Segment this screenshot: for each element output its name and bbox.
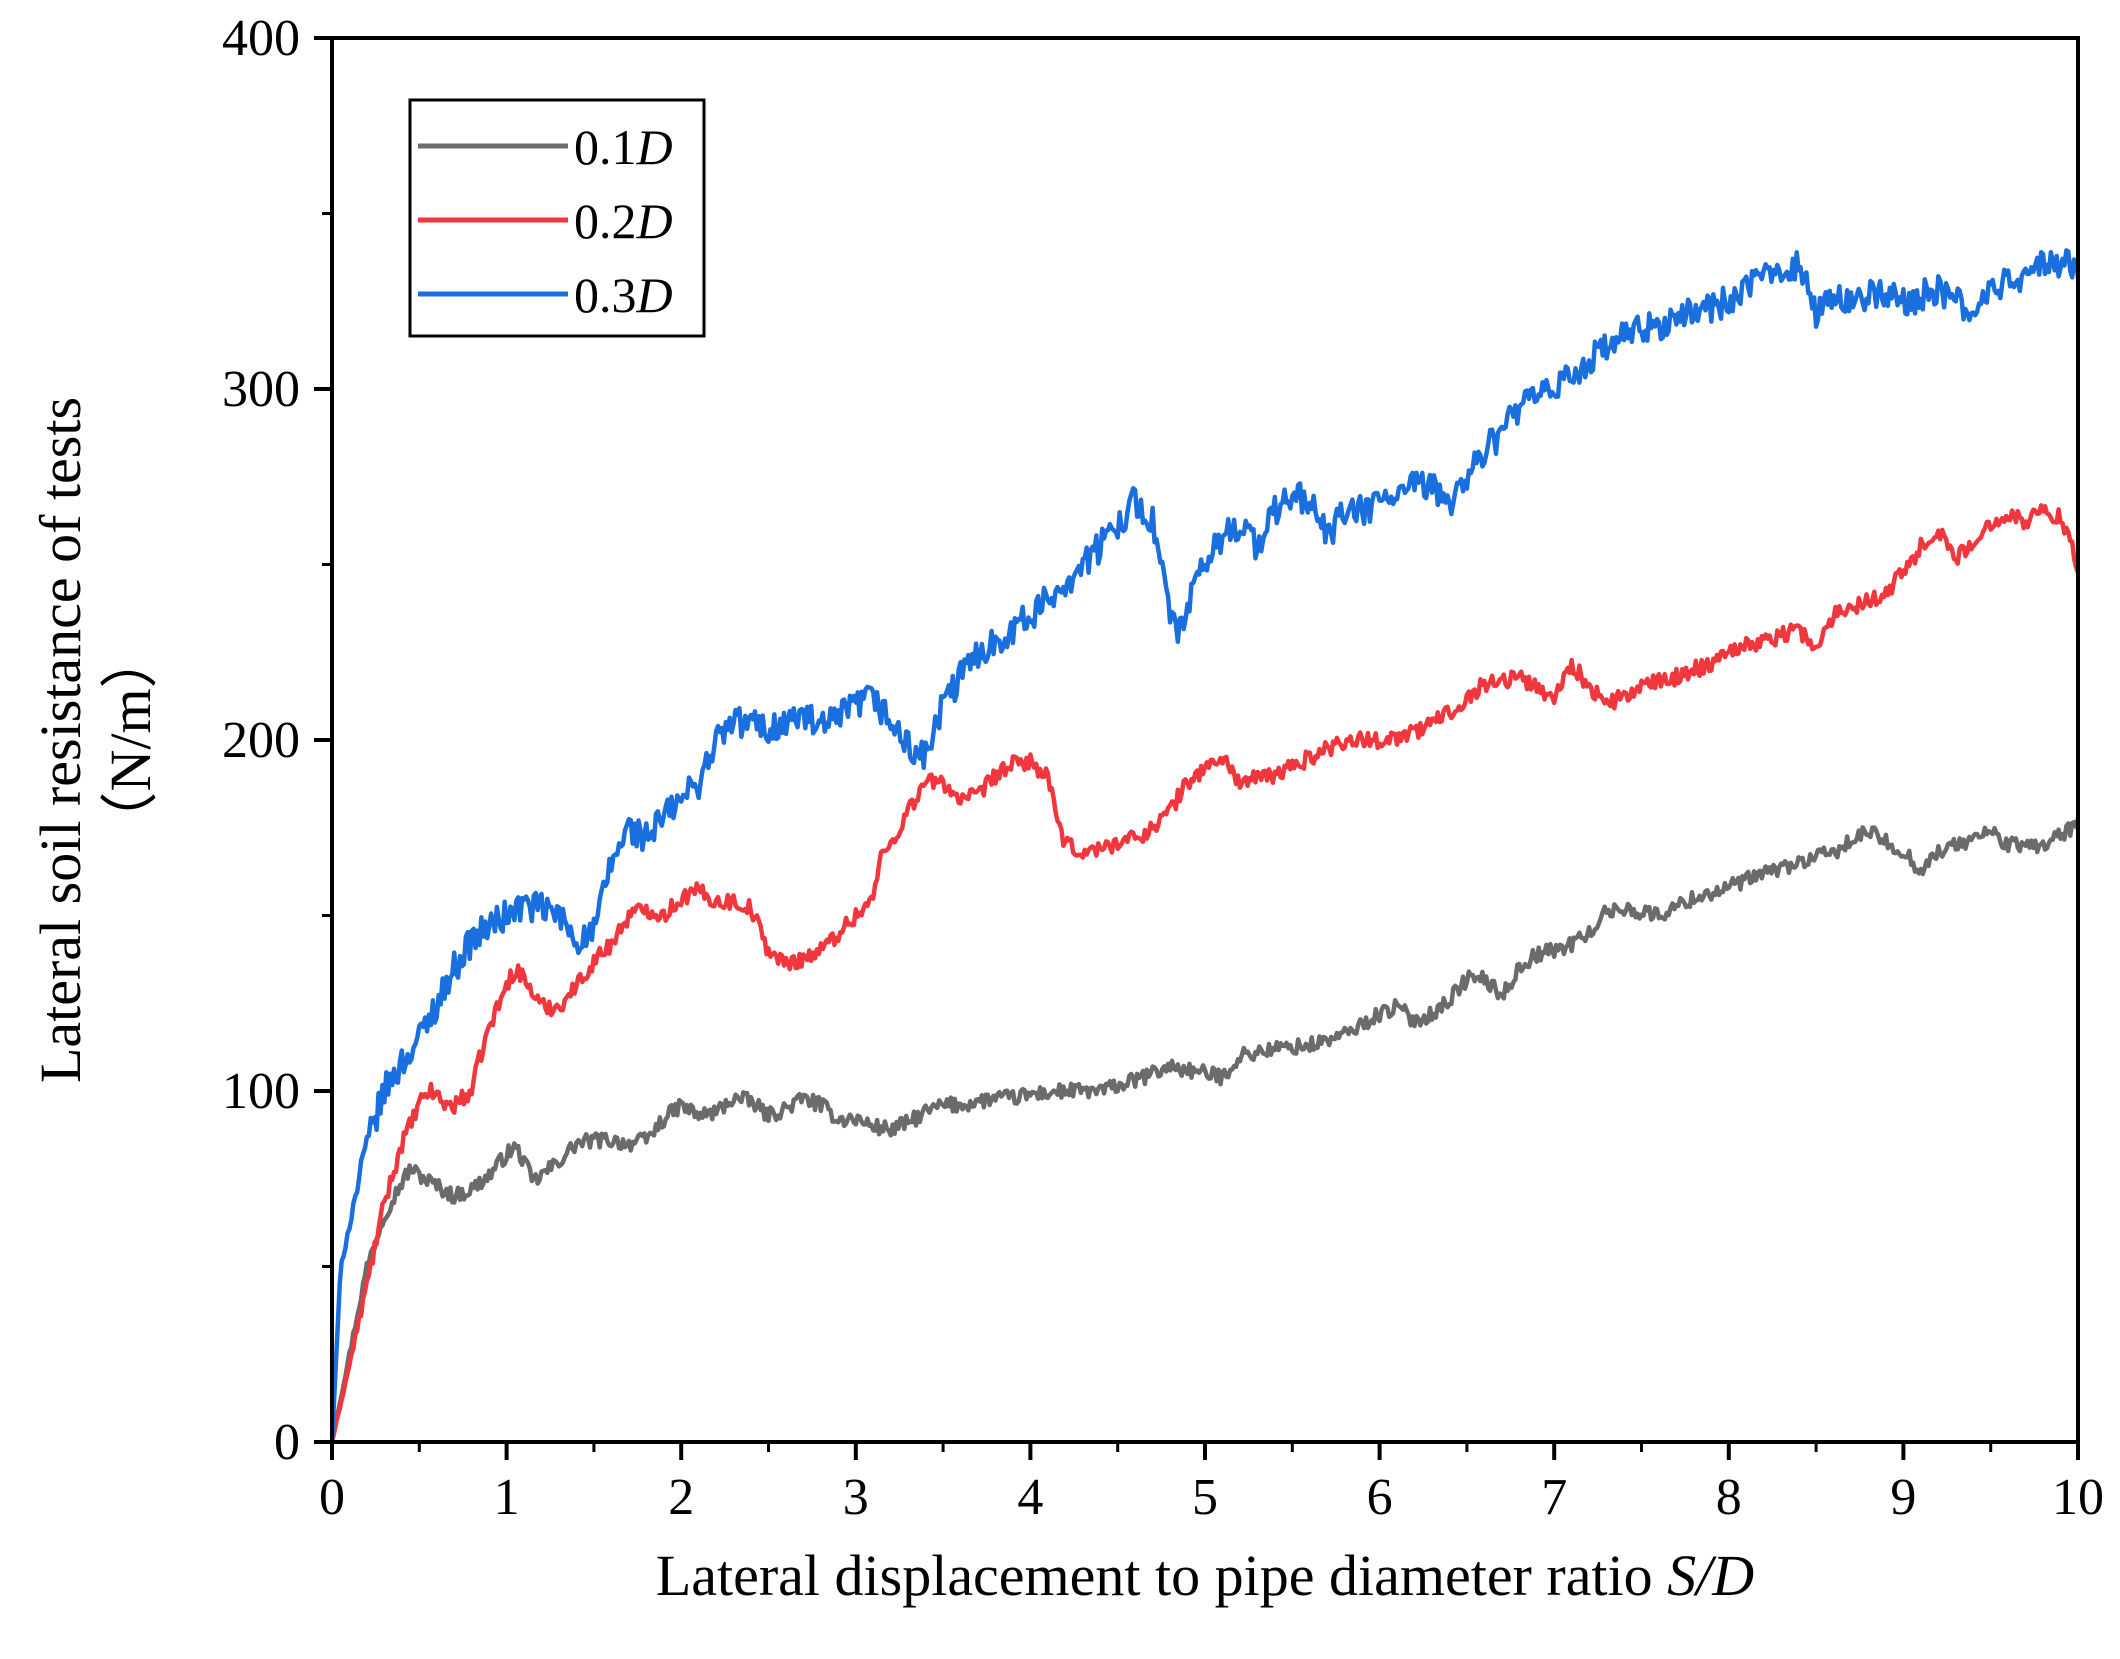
legend-item-0.3D: 0.3D bbox=[418, 267, 673, 323]
legend-label-0.2D: 0.2D bbox=[574, 193, 673, 249]
x-tick-label: 2 bbox=[668, 1469, 694, 1526]
x-tick-label: 9 bbox=[1890, 1469, 1916, 1526]
x-tick-label: 0 bbox=[319, 1469, 345, 1526]
x-tick-label: 10 bbox=[2052, 1469, 2104, 1526]
legend-item-0.2D: 0.2D bbox=[418, 193, 673, 249]
x-tick-label: 3 bbox=[843, 1469, 869, 1526]
series-line-0.2D bbox=[332, 503, 2078, 1442]
legend-label-0.1D-prefix: 0.1 bbox=[574, 119, 637, 175]
y-tick-label: 300 bbox=[222, 361, 300, 418]
x-axis-title-text: Lateral displacement to pipe diameter ra… bbox=[656, 1543, 1667, 1608]
legend-label-0.3D-italic: D bbox=[636, 267, 673, 323]
legend-item-0.1D: 0.1D bbox=[418, 119, 673, 175]
x-axis-title: Lateral displacement to pipe diameter ra… bbox=[656, 1543, 1754, 1608]
legend-label-0.1D-italic: D bbox=[636, 119, 673, 175]
series-line-0.1D bbox=[332, 815, 2078, 1442]
x-tick-label: 8 bbox=[1716, 1469, 1742, 1526]
y-tick-label: 100 bbox=[222, 1063, 300, 1120]
x-tick-label: 5 bbox=[1192, 1469, 1218, 1526]
legend-label-0.1D: 0.1D bbox=[574, 119, 673, 175]
y-axis-unit: （N/m） bbox=[98, 630, 163, 849]
y-axis-title: Lateral soil resistance of tests bbox=[28, 397, 93, 1083]
y-tick-label: 400 bbox=[222, 10, 300, 67]
x-axis: 0 1 2 3 4 5 6 7 8 9 10 bbox=[319, 1442, 2104, 1526]
x-tick-label: 4 bbox=[1017, 1469, 1043, 1526]
series-group bbox=[332, 248, 2078, 1442]
series-line-0.3D bbox=[332, 248, 2078, 1442]
legend-label-0.2D-prefix: 0.2 bbox=[574, 193, 637, 249]
x-tick-label: 7 bbox=[1541, 1469, 1567, 1526]
legend: 0.1D 0.2D 0.3D bbox=[408, 98, 706, 338]
legend-label-0.3D: 0.3D bbox=[574, 267, 673, 323]
legend-label-0.3D-prefix: 0.3 bbox=[574, 267, 637, 323]
x-tick-label: 1 bbox=[494, 1469, 520, 1526]
x-axis-title-italic: S/D bbox=[1667, 1543, 1754, 1608]
y-tick-label: 0 bbox=[274, 1414, 300, 1471]
legend-label-0.2D-italic: D bbox=[636, 193, 673, 249]
x-tick-label: 6 bbox=[1367, 1469, 1393, 1526]
y-axis: 0 100 200 300 400 bbox=[222, 10, 332, 1471]
y-tick-label: 200 bbox=[222, 712, 300, 769]
